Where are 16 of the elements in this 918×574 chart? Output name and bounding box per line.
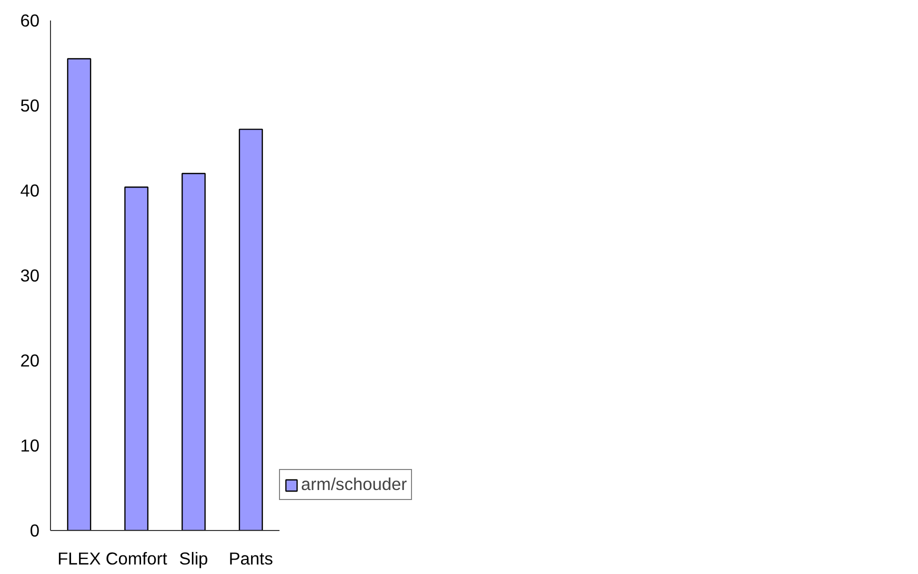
y-tick-label: 20 [20,350,40,370]
y-tick-label: 50 [20,96,40,116]
y-tick-label: 0 [30,520,40,540]
x-tick-label: Pants [228,548,274,568]
y-tick-label: 60 [20,10,40,30]
legend-label: arm/schouder [301,474,407,495]
x-tick-label: Comfort [106,548,168,568]
x-tick-label: Slip [179,548,208,568]
x-tick-label: FLEX [57,548,102,568]
y-tick-label: 10 [20,436,40,456]
y-tick-label: 30 [20,266,40,286]
bar [182,172,206,530]
y-tick-label: 40 [20,180,40,200]
bar [124,186,148,530]
bar [67,58,92,530]
bar [238,128,263,530]
